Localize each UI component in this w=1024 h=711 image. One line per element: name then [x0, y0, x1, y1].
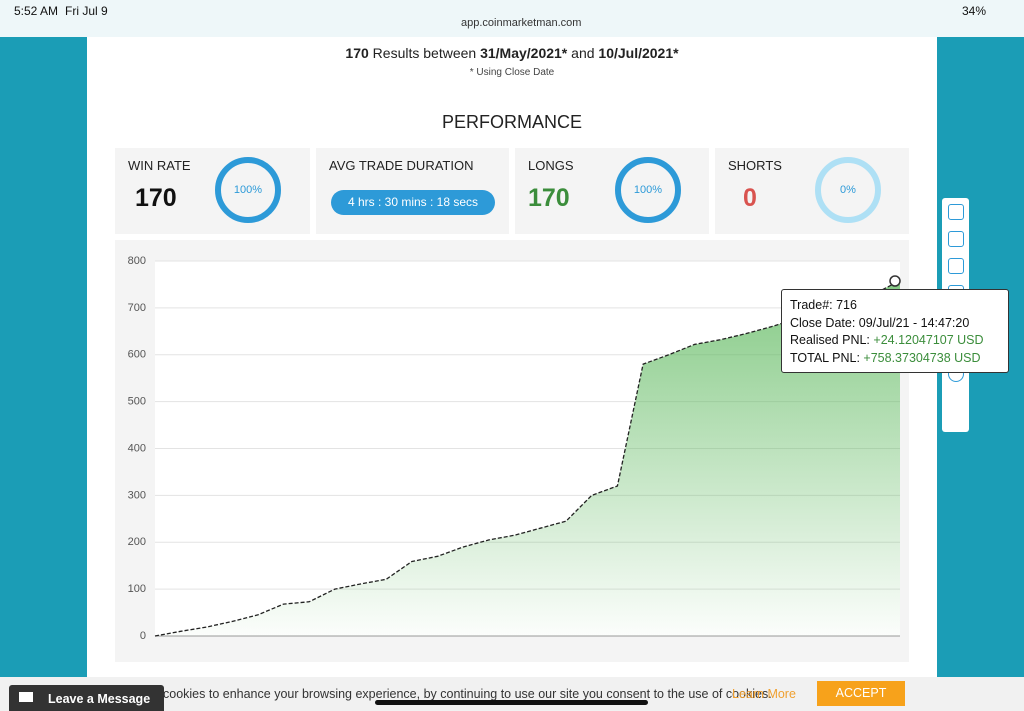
y-tick-label: 500: [128, 396, 146, 408]
card-label: SHORTS: [728, 158, 782, 173]
card: AVG TRADE DURATION 4 hrs : 30 mins : 18 …: [316, 148, 509, 234]
date: Fri Jul 9: [65, 4, 108, 18]
accept-button[interactable]: ACCEPT: [817, 681, 905, 706]
battery: 34%: [962, 4, 987, 18]
tooltip-trade: Trade#: 716: [790, 298, 857, 312]
tool-icon[interactable]: [947, 204, 964, 220]
card-value: 170: [528, 184, 570, 212]
area: [155, 280, 900, 636]
time: 5:52 AM: [14, 4, 59, 18]
tooltip-label: Realised PNL:: [790, 333, 870, 347]
ring-label: 100%: [233, 184, 263, 196]
note: * Using Close Date: [469, 67, 555, 78]
chat-button[interactable]: Leave a Message: [9, 685, 164, 711]
y-tick-label: 800: [128, 255, 146, 267]
y-tick-label: 600: [128, 349, 146, 361]
tooltip-value: +24.12047107 USD: [873, 333, 984, 347]
y-tick-label: 300: [128, 489, 146, 501]
card-label: LONGS: [528, 158, 574, 173]
card-label: AVG TRADE DURATION: [329, 158, 474, 173]
ring-label: 100%: [633, 184, 663, 196]
y-tick-label: 200: [128, 536, 146, 548]
status-bar: 5:52 AM Fri Jul 9 app.coinmarketman.com …: [0, 0, 1024, 37]
cookie-text: cookies to enhance your browsing experie…: [163, 687, 772, 701]
tooltip-date: Close Date: 09/Jul/21 - 14:47:20: [790, 315, 970, 330]
cookie-bar: cookies to enhance your browsing experie…: [0, 677, 1024, 711]
chart: 0 100 200 300 400 500 600 700 800: [115, 240, 909, 662]
end: 10/Jul/2021*: [598, 45, 679, 61]
tooltip: Trade#: 716 Close Date: 09/Jul/21 - 14:4…: [781, 289, 1009, 373]
y-tick-label: 0: [140, 630, 146, 642]
learn-more[interactable]: Learn More: [732, 687, 796, 701]
card: LONGS 170 100%: [515, 148, 709, 234]
card: WIN RATE 170 100%: [115, 148, 310, 234]
start: 31/May/2021*: [480, 45, 568, 61]
url[interactable]: app.coinmarketman.com: [461, 17, 582, 29]
hover-marker: [889, 275, 901, 287]
card-label: WIN RATE: [128, 158, 191, 173]
and: and: [571, 45, 595, 61]
tooltip-label: TOTAL PNL:: [790, 350, 860, 365]
ring: 0%: [815, 157, 881, 223]
card: SHORTS 0 0%: [715, 148, 909, 234]
y-tick-label: 100: [128, 583, 146, 595]
section-title: PERFORMANCE: [441, 112, 582, 132]
y-tick-label: 400: [128, 442, 146, 454]
ring-label: 0%: [840, 184, 856, 196]
tool-icon[interactable]: [947, 231, 964, 247]
card-value: 170: [135, 184, 177, 212]
text: Results between: [372, 45, 477, 61]
ring: 100%: [215, 157, 281, 223]
line: [154, 280, 901, 637]
card-value: 0: [743, 184, 757, 212]
results-line: 170 Results between 31/May/2021* and 10/…: [87, 45, 937, 61]
count: 170: [345, 45, 369, 61]
chat-label: Leave a Message: [48, 692, 151, 706]
ring: 100%: [615, 157, 681, 223]
y-tick-label: 700: [128, 302, 146, 314]
tooltip-value: +758.37304738 USD: [863, 350, 981, 365]
mail-icon: [19, 692, 33, 702]
tool-icon[interactable]: [947, 258, 964, 274]
duration-pill: 4 hrs : 30 mins : 18 secs: [331, 190, 495, 215]
home-indicator: [375, 700, 648, 705]
